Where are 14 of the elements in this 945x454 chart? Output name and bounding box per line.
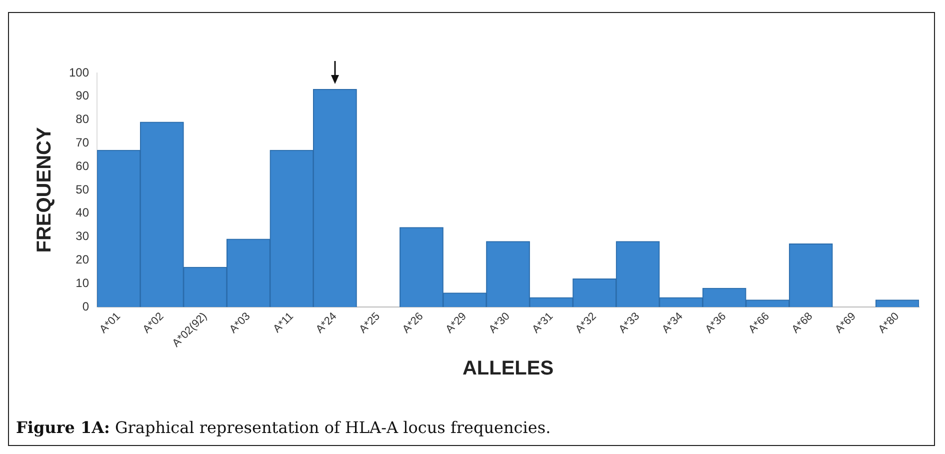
y-tick-label: 50: [76, 182, 90, 196]
y-tick-label: 70: [76, 136, 90, 150]
y-tick-label: 40: [76, 206, 90, 220]
y-tick-label: 100: [68, 65, 90, 80]
y-tick-label: 0: [82, 299, 90, 314]
y-tick-label: 90: [76, 88, 90, 103]
y-axis-title: FREQUENCY: [34, 126, 56, 253]
caption: Figure 1A: Graphical representation of HLA-A locus frequencies.: [16, 418, 551, 437]
y-tick-label: 60: [76, 158, 90, 173]
y-tick-label: 10: [76, 276, 90, 290]
y-tick-label: 20: [76, 252, 90, 266]
y-tick-label: 80: [76, 112, 90, 126]
x-axis-title: ALLELES: [462, 358, 554, 380]
y-tick-label: 30: [76, 229, 90, 244]
